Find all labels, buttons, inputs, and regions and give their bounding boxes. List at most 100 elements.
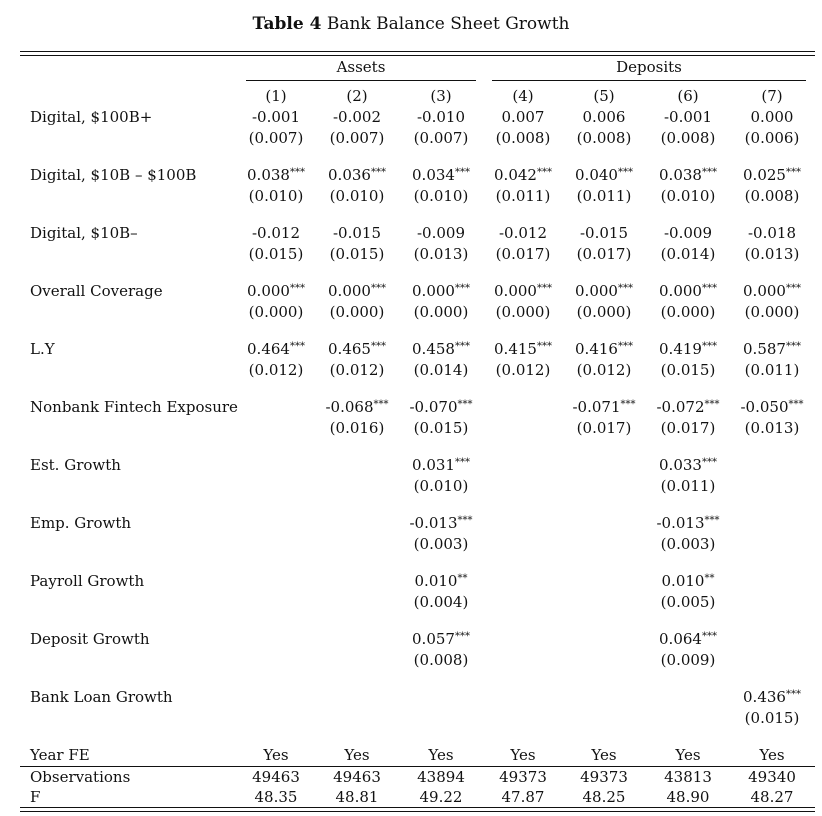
coef-cell: -0.001	[646, 108, 730, 126]
footer-value: 48.27	[750, 788, 794, 806]
std-error-cell: (0.008)	[413, 651, 469, 669]
significance-stars: **	[704, 573, 715, 584]
coef-cell: -0.072***	[646, 398, 730, 416]
std-error-cell: (0.008)	[576, 129, 632, 147]
footer-value: 48.90	[666, 788, 710, 806]
row-label: Emp. Growth	[30, 514, 132, 532]
coef-value: -0.012	[498, 224, 547, 242]
std-error-cell: (0.012)	[495, 361, 551, 379]
coef-cell: 0.064***	[646, 630, 730, 648]
coef-value: -0.009	[663, 224, 712, 242]
coef-value: 0.033	[659, 456, 702, 474]
std-error-cell: (0.011)	[660, 477, 716, 495]
coef-cell: 0.000***	[234, 282, 318, 300]
std-error-cell: (0.014)	[413, 361, 469, 379]
std-error-cell: (0.011)	[744, 361, 800, 379]
row-label: Deposit Growth	[30, 630, 150, 648]
coef-cell: -0.001	[234, 108, 318, 126]
significance-stars: **	[457, 573, 468, 584]
significance-stars: ***	[370, 167, 386, 178]
std-error-cell: (0.005)	[660, 593, 716, 611]
footer-value: Yes	[428, 746, 454, 764]
significance-stars: ***	[785, 689, 801, 700]
std-error-cell: (0.011)	[576, 187, 632, 205]
coef-cell: 0.038***	[234, 166, 318, 184]
coef-cell: 0.000***	[730, 282, 814, 300]
std-error-cell: (0.008)	[660, 129, 716, 147]
coef-value: -0.015	[332, 224, 381, 242]
std-error-cell: (0.000)	[329, 303, 385, 321]
significance-stars: ***	[704, 399, 720, 410]
std-error-cell: (0.003)	[660, 535, 716, 553]
footer-rule-top	[20, 766, 815, 767]
std-error-cell: (0.004)	[413, 593, 469, 611]
std-error-cell: (0.008)	[744, 187, 800, 205]
coef-value: 0.000	[494, 282, 537, 300]
coef-value: -0.068	[325, 398, 374, 416]
std-error-cell: (0.012)	[576, 361, 632, 379]
significance-stars: ***	[454, 631, 470, 642]
significance-stars: ***	[620, 399, 636, 410]
coef-value: -0.001	[251, 108, 300, 126]
coef-cell: -0.002	[315, 108, 399, 126]
coef-value: -0.018	[747, 224, 796, 242]
coef-value: -0.010	[416, 108, 465, 126]
column-header: (7)	[761, 87, 783, 105]
coef-value: 0.000	[247, 282, 290, 300]
significance-stars: ***	[617, 341, 633, 352]
coef-value: 0.036	[328, 166, 371, 184]
coef-cell: 0.416***	[562, 340, 646, 358]
coef-value: 0.034	[412, 166, 455, 184]
significance-stars: ***	[617, 167, 633, 178]
std-error-cell: (0.014)	[660, 245, 716, 263]
coef-cell: -0.015	[315, 224, 399, 242]
coef-cell: -0.070***	[399, 398, 483, 416]
coef-cell: 0.415***	[481, 340, 565, 358]
std-error-cell: (0.015)	[660, 361, 716, 379]
coef-cell: 0.025***	[730, 166, 814, 184]
std-error-cell: (0.011)	[495, 187, 551, 205]
coef-cell: 0.436***	[730, 688, 814, 706]
coef-value: 0.415	[494, 340, 537, 358]
column-header: (1)	[265, 87, 287, 105]
std-error-cell: (0.000)	[248, 303, 304, 321]
std-error-cell: (0.017)	[576, 245, 632, 263]
footer-value: Yes	[675, 746, 701, 764]
row-label: Nonbank Fintech Exposure	[30, 398, 238, 416]
std-error-cell: (0.010)	[248, 187, 304, 205]
coef-value: 0.064	[659, 630, 702, 648]
std-error-cell: (0.007)	[413, 129, 469, 147]
coef-value: 0.458	[412, 340, 455, 358]
footer-value: 49373	[499, 768, 547, 786]
significance-stars: ***	[785, 283, 801, 294]
significance-stars: ***	[704, 515, 720, 526]
coef-value: -0.009	[416, 224, 465, 242]
significance-stars: ***	[457, 399, 473, 410]
footer-value: Yes	[759, 746, 785, 764]
coef-value: -0.013	[656, 514, 705, 532]
significance-stars: ***	[457, 515, 473, 526]
coef-cell: 0.458***	[399, 340, 483, 358]
coef-cell: -0.068***	[315, 398, 399, 416]
coef-cell: 0.464***	[234, 340, 318, 358]
table-number: Table 4	[252, 14, 322, 34]
coef-value: -0.013	[409, 514, 458, 532]
std-error-cell: (0.012)	[248, 361, 304, 379]
row-label: L.Y	[30, 340, 55, 358]
significance-stars: ***	[536, 283, 552, 294]
coef-value: 0.436	[743, 688, 786, 706]
coef-cell: 0.587***	[730, 340, 814, 358]
std-error-cell: (0.007)	[248, 129, 304, 147]
row-label: Overall Coverage	[30, 282, 163, 300]
coef-value: -0.015	[579, 224, 628, 242]
coef-cell: -0.050***	[730, 398, 814, 416]
std-error-cell: (0.000)	[576, 303, 632, 321]
significance-stars: ***	[373, 399, 389, 410]
bottom-rule-1	[20, 807, 815, 808]
coef-cell: 0.000	[730, 108, 814, 126]
significance-stars: ***	[701, 283, 717, 294]
column-header: (3)	[430, 87, 452, 105]
coef-cell: 0.000***	[481, 282, 565, 300]
footer-value: Yes	[263, 746, 289, 764]
coef-value: 0.000	[412, 282, 455, 300]
